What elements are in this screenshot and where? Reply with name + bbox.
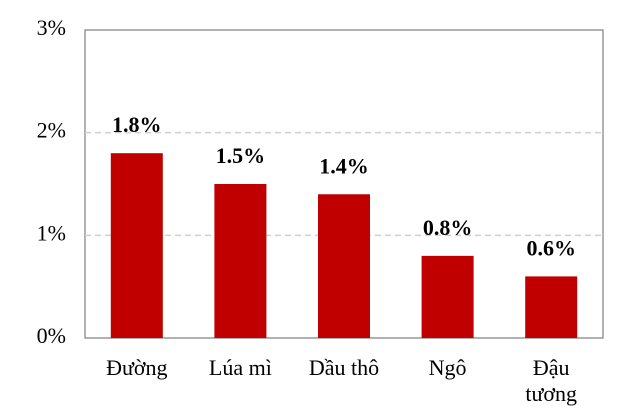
bar [318,194,370,338]
bar [421,255,474,338]
value-label: 1.4% [319,153,369,178]
value-label: 1.5% [216,143,266,168]
y-tick-label: 0% [37,323,66,348]
x-tick-label: Đậu tương [525,355,578,406]
x-tick-label: Ngô [428,355,467,380]
x-tick-label: Lúa mì [208,355,272,380]
value-label: 0.6% [526,235,576,260]
y-tick-label: 1% [37,220,66,245]
value-label: 1.8% [112,112,162,137]
value-label: 0.8% [423,215,473,240]
x-tick-label: Đường [106,355,168,380]
bar [525,276,578,338]
bar [110,153,163,338]
y-tick-label: 2% [37,118,66,143]
x-tick-label: Dầu thô [308,355,380,380]
y-tick-label: 3% [37,15,66,40]
bar [214,184,267,338]
